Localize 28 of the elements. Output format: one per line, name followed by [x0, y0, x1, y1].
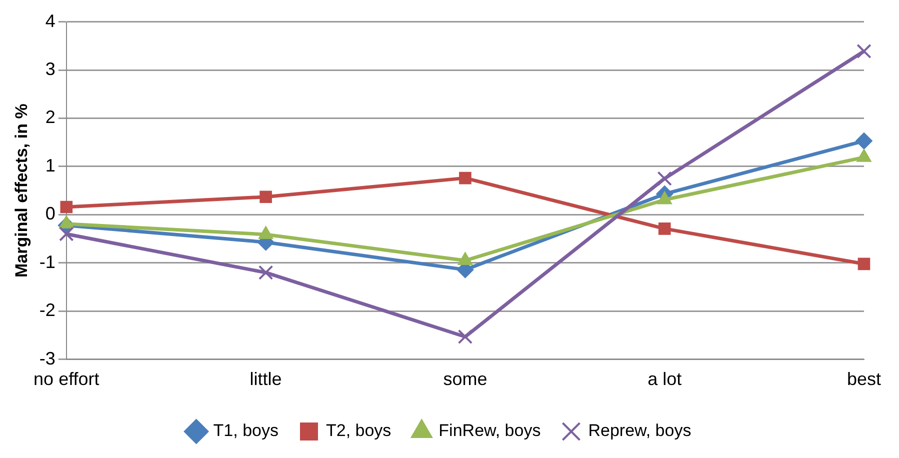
point [657, 171, 672, 186]
y-tick-label: 3 [45, 58, 56, 79]
y-tick-label: 2 [45, 107, 56, 128]
point [658, 222, 671, 235]
point [856, 44, 872, 59]
y-tick-label: -2 [39, 300, 56, 320]
point [459, 172, 472, 184]
point [59, 226, 74, 242]
legend-label: Reprew, boys [588, 421, 692, 440]
legend-label: T1, boys [213, 421, 278, 440]
y-tick-label: -3 [39, 348, 56, 368]
point [458, 329, 473, 344]
point [260, 190, 272, 204]
x-tick-label: no effort [34, 369, 100, 390]
y-tick-label: 0 [45, 204, 56, 224]
legend-label: T2, boys [326, 421, 392, 440]
x-tick-label: a lot [648, 369, 682, 390]
point [855, 132, 872, 150]
x-tick-label: best [846, 369, 882, 390]
y-tick-label: 4 [45, 10, 56, 31]
point [258, 265, 274, 280]
x-tick-label: little [250, 369, 282, 390]
y-axis-title: Marginal effects, in % [12, 104, 31, 278]
x-tick-label: some [443, 369, 488, 390]
y-tick-label: -1 [39, 252, 56, 272]
legend-label: FinRew, boys [438, 421, 541, 440]
point [858, 258, 870, 270]
y-tick-label: 1 [45, 155, 56, 176]
